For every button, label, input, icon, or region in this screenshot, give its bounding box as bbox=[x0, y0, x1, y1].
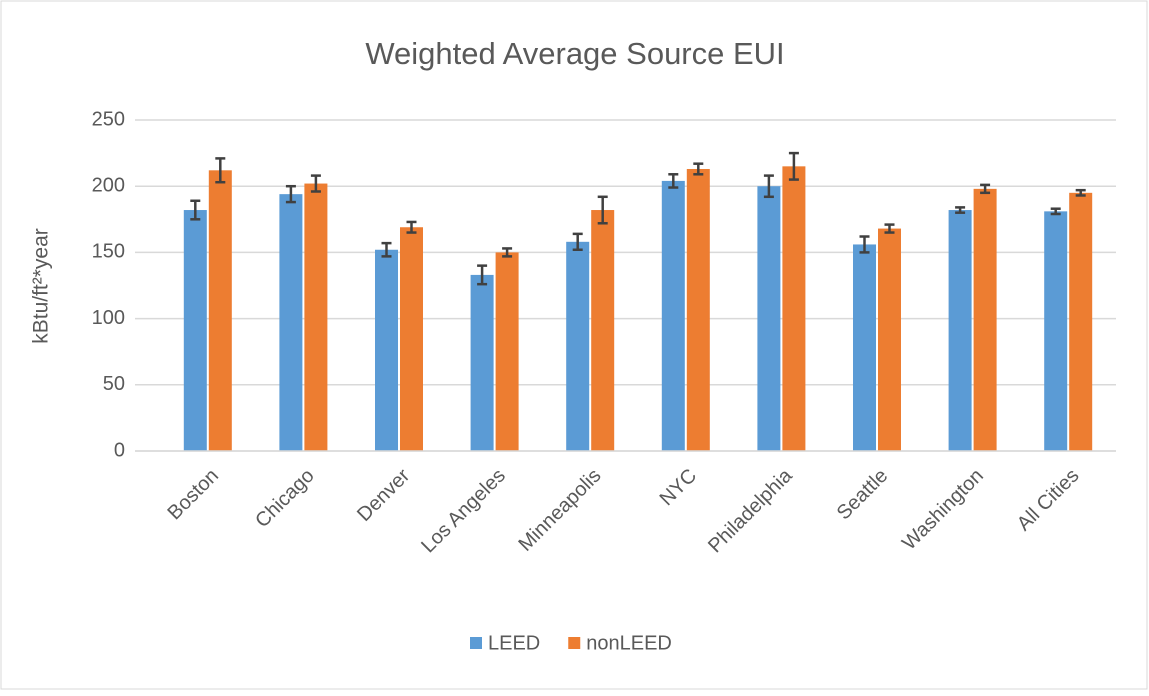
bar bbox=[183, 210, 207, 451]
bar bbox=[304, 183, 328, 451]
error-bar bbox=[980, 183, 991, 195]
bar bbox=[782, 166, 806, 451]
bar bbox=[686, 168, 710, 451]
bar bbox=[400, 227, 423, 451]
bar bbox=[973, 188, 997, 451]
error-bar bbox=[190, 199, 201, 221]
error-bar bbox=[955, 206, 966, 214]
legend-label: LEED bbox=[488, 632, 540, 654]
error-bar bbox=[859, 235, 870, 254]
bar bbox=[948, 210, 972, 451]
legend-swatch bbox=[470, 637, 482, 649]
legend-swatch bbox=[568, 637, 581, 649]
error-bar bbox=[597, 195, 608, 225]
error-bar bbox=[788, 151, 799, 181]
error-bar bbox=[381, 241, 392, 258]
error-bar bbox=[693, 162, 704, 176]
error-bar bbox=[763, 174, 774, 199]
bar bbox=[591, 210, 615, 451]
bar bbox=[566, 241, 590, 451]
error-bar bbox=[668, 173, 679, 189]
error-bar bbox=[215, 157, 226, 184]
error-bar bbox=[502, 247, 513, 258]
error-bar bbox=[406, 220, 417, 234]
y-axis-label: kBtu/ft²*year bbox=[30, 228, 53, 344]
y-tick-label: 50 bbox=[103, 373, 125, 395]
bar bbox=[757, 186, 781, 451]
legend-label: nonLEED bbox=[586, 632, 672, 654]
error-bar bbox=[1050, 207, 1061, 216]
bar bbox=[208, 170, 232, 451]
error-bar bbox=[884, 223, 895, 234]
chart-title: Weighted Average Source EUI bbox=[365, 36, 784, 71]
y-tick-label: 0 bbox=[114, 439, 125, 461]
bar bbox=[1069, 192, 1093, 451]
bar bbox=[495, 252, 519, 451]
bar bbox=[375, 249, 398, 451]
error-bar bbox=[285, 184, 296, 204]
bar bbox=[878, 228, 901, 451]
error-bar bbox=[310, 174, 321, 193]
error-bar bbox=[572, 232, 583, 252]
bar bbox=[853, 244, 876, 451]
bar bbox=[470, 274, 494, 451]
y-tick-label: 100 bbox=[92, 307, 125, 329]
bar bbox=[661, 180, 685, 452]
bar bbox=[1044, 211, 1068, 451]
error-bar bbox=[1075, 188, 1086, 197]
y-tick-label: 200 bbox=[92, 174, 125, 196]
y-tick-label: 150 bbox=[92, 241, 125, 263]
y-tick-label: 250 bbox=[92, 108, 125, 130]
error-bar bbox=[477, 264, 488, 286]
bar bbox=[279, 194, 303, 452]
